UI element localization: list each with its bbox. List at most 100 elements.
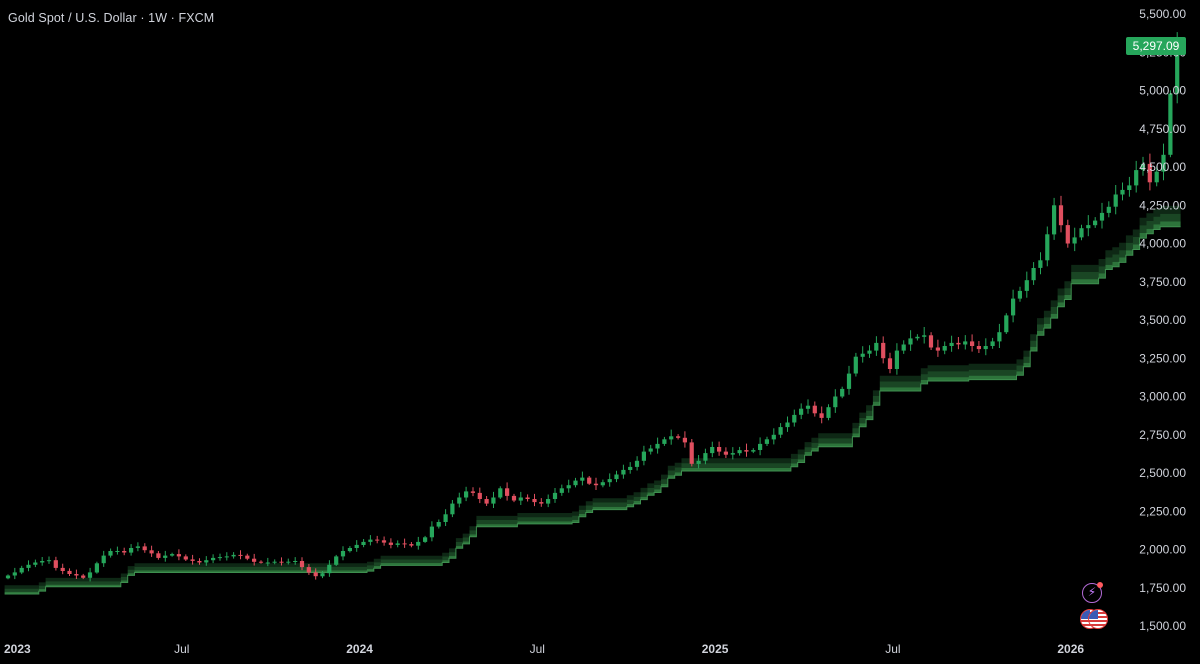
candle-body xyxy=(785,422,790,428)
candle-body xyxy=(956,342,961,345)
candle xyxy=(279,557,284,566)
candle xyxy=(840,386,845,399)
candle xyxy=(149,545,154,557)
candle xyxy=(443,509,448,526)
candle xyxy=(853,352,858,377)
candle xyxy=(648,444,653,455)
candle xyxy=(470,487,475,497)
candle-body xyxy=(1161,154,1166,172)
x-tick-label: Jul xyxy=(174,642,189,656)
candle-body xyxy=(648,448,653,452)
candle xyxy=(381,536,387,546)
candle xyxy=(935,339,940,357)
candle-body xyxy=(101,555,106,564)
candle xyxy=(402,538,407,548)
candle-body xyxy=(901,344,906,351)
x-tick-label: 2026 xyxy=(1057,642,1084,656)
candle xyxy=(224,552,229,561)
candle xyxy=(580,471,585,486)
candle xyxy=(272,559,277,565)
candle-body xyxy=(744,450,749,452)
candle xyxy=(409,542,414,548)
candle xyxy=(484,496,489,506)
candle-body xyxy=(12,572,17,576)
candle-body xyxy=(354,544,359,548)
candle-body xyxy=(511,495,517,501)
candle-body xyxy=(67,570,72,574)
candle-body xyxy=(826,407,831,418)
candle xyxy=(340,546,346,561)
y-tick-label: 5,000.00 xyxy=(1139,84,1186,98)
candle xyxy=(710,441,715,458)
candle xyxy=(217,553,222,561)
candle-body xyxy=(231,554,236,557)
candle-body xyxy=(375,539,380,541)
candle-body xyxy=(1127,185,1132,190)
candle xyxy=(676,434,681,440)
candle xyxy=(874,336,879,356)
candle xyxy=(252,553,257,566)
candle xyxy=(19,565,24,575)
candle xyxy=(231,552,236,559)
candle xyxy=(785,416,790,432)
candle xyxy=(826,404,831,421)
price-axis[interactable]: 5,500.005,250.005,000.004,750.004,500.00… xyxy=(1139,7,1186,633)
candle xyxy=(190,554,195,565)
candle-body xyxy=(238,554,243,556)
candle-body xyxy=(928,335,934,348)
candle-body xyxy=(751,450,756,452)
candle xyxy=(40,557,45,566)
candle-body xyxy=(614,474,619,480)
candle-body xyxy=(846,373,852,389)
candle xyxy=(573,477,578,488)
candle-body xyxy=(217,557,222,559)
candle-body xyxy=(1058,205,1064,226)
candle xyxy=(334,554,339,566)
candle xyxy=(491,491,496,508)
candle xyxy=(641,445,646,466)
trend-band-layer xyxy=(4,205,1181,595)
candle xyxy=(464,486,469,502)
candle-body xyxy=(730,453,735,455)
candle-body xyxy=(819,413,824,418)
candle xyxy=(81,573,86,580)
candle-body xyxy=(1004,315,1009,333)
candle xyxy=(860,346,865,363)
candle-body xyxy=(580,477,585,481)
candle-body xyxy=(696,460,701,464)
candle xyxy=(867,345,872,358)
candle-body xyxy=(279,561,284,563)
candle-body xyxy=(915,336,920,339)
candle-body xyxy=(60,567,65,571)
candle xyxy=(108,548,113,558)
candle-body xyxy=(498,488,503,498)
candle xyxy=(498,486,503,499)
candle-body xyxy=(81,575,86,578)
us-flag-icon[interactable] xyxy=(1080,609,1110,631)
candle-body xyxy=(922,335,927,337)
candle xyxy=(894,343,899,375)
candle-body xyxy=(122,551,127,553)
candle xyxy=(1154,166,1159,187)
candle-body xyxy=(135,546,140,548)
candle xyxy=(518,491,523,505)
candle-body xyxy=(1086,225,1091,229)
candle xyxy=(983,338,988,356)
candle-body xyxy=(887,358,893,369)
candle xyxy=(115,546,120,555)
candle-body xyxy=(1113,194,1118,207)
candle-body xyxy=(340,551,346,557)
time-axis[interactable]: 2023 Jul 2024 Jul 2025 Jul 2026 xyxy=(4,642,1084,656)
candle xyxy=(60,563,65,575)
candle xyxy=(306,564,311,575)
candle xyxy=(546,494,551,508)
lightning-bolt-icon[interactable]: ⚡ xyxy=(1082,582,1103,603)
candle xyxy=(621,464,626,479)
candle-body xyxy=(1154,171,1159,183)
candle xyxy=(559,484,564,496)
candle-body xyxy=(245,555,250,559)
candle-body xyxy=(1065,225,1070,244)
candle xyxy=(696,455,701,469)
